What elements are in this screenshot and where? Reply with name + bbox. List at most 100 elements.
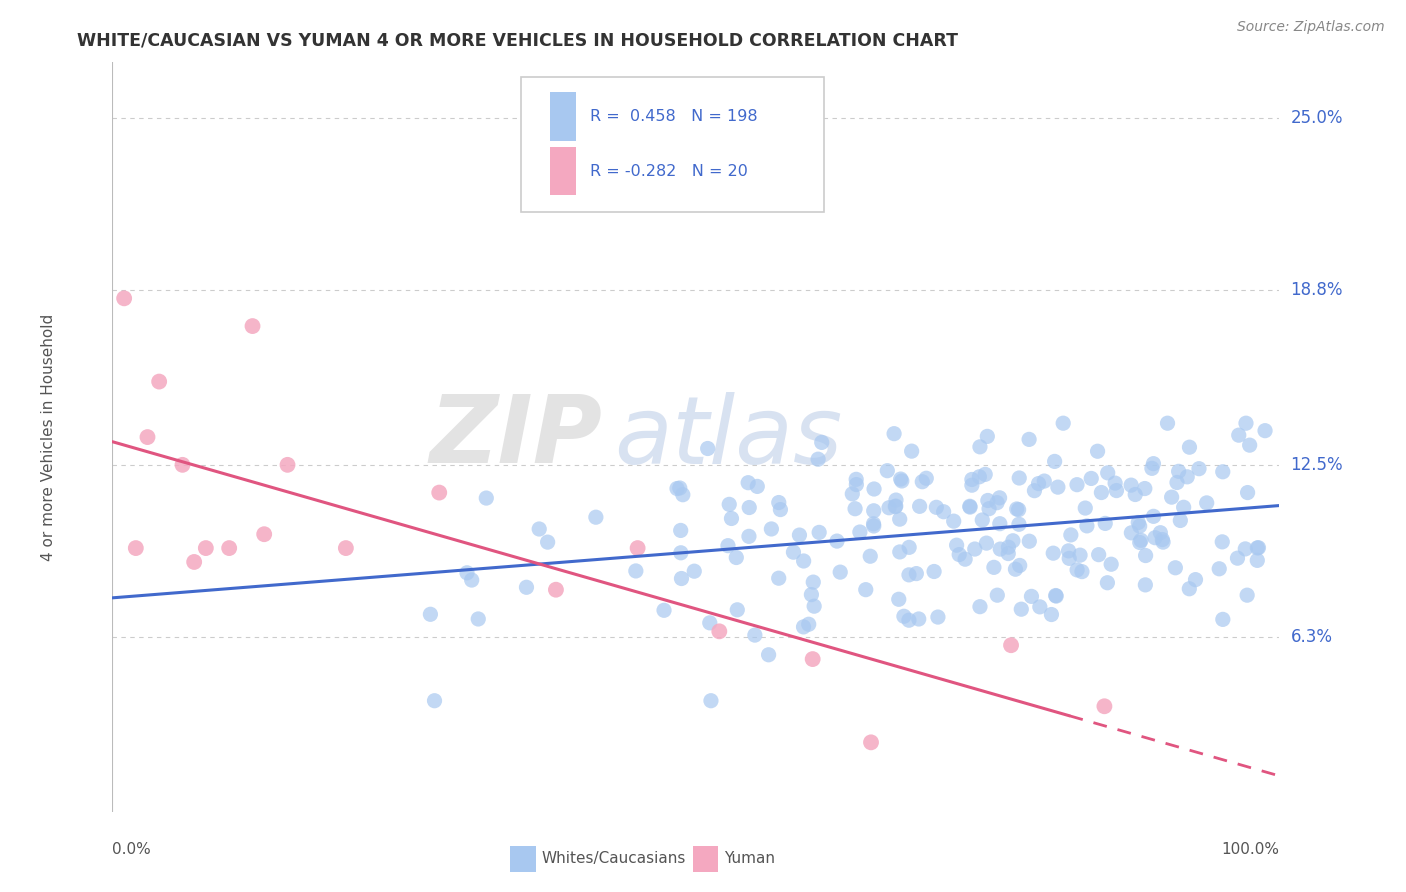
FancyBboxPatch shape bbox=[550, 147, 576, 195]
Point bbox=[884, 500, 907, 514]
Point bbox=[1000, 638, 1022, 652]
Point bbox=[782, 545, 804, 559]
Point bbox=[738, 529, 761, 543]
Point bbox=[1087, 444, 1109, 458]
Point bbox=[1042, 546, 1064, 560]
Text: R = -0.282   N = 20: R = -0.282 N = 20 bbox=[589, 163, 748, 178]
Point bbox=[758, 648, 780, 662]
Point bbox=[544, 582, 567, 597]
Point bbox=[825, 534, 848, 549]
Point bbox=[801, 652, 824, 666]
Point bbox=[807, 452, 830, 467]
Point bbox=[1008, 471, 1031, 485]
Point bbox=[841, 487, 863, 501]
Point bbox=[276, 458, 298, 472]
Point bbox=[768, 571, 790, 585]
Point bbox=[997, 547, 1019, 561]
Point bbox=[1005, 502, 1028, 516]
Point bbox=[1208, 562, 1230, 576]
Point bbox=[1007, 502, 1029, 516]
Point bbox=[652, 603, 675, 617]
Point bbox=[883, 426, 905, 441]
Point bbox=[1028, 476, 1050, 491]
Point bbox=[515, 580, 537, 594]
Point bbox=[1246, 553, 1268, 567]
Point bbox=[1152, 533, 1174, 547]
Point bbox=[725, 603, 748, 617]
Point bbox=[897, 567, 920, 582]
Point bbox=[427, 485, 450, 500]
Point bbox=[1195, 496, 1218, 510]
Point bbox=[844, 501, 866, 516]
Point bbox=[1008, 558, 1031, 573]
Point bbox=[932, 505, 955, 519]
Point bbox=[986, 588, 1008, 602]
Point bbox=[1135, 578, 1157, 592]
Point bbox=[744, 628, 766, 642]
Point bbox=[810, 435, 832, 450]
Point bbox=[1149, 525, 1171, 540]
Point bbox=[1087, 548, 1109, 562]
Point bbox=[862, 504, 884, 518]
Point bbox=[986, 496, 1008, 510]
Point bbox=[808, 525, 831, 540]
Point bbox=[183, 555, 205, 569]
Point bbox=[1254, 424, 1277, 438]
Text: ZIP: ZIP bbox=[430, 391, 603, 483]
Text: 0.0%: 0.0% bbox=[112, 842, 152, 857]
Point bbox=[959, 500, 981, 514]
Point bbox=[460, 573, 482, 587]
Point bbox=[911, 475, 934, 489]
Point bbox=[1076, 519, 1098, 533]
Point bbox=[897, 613, 920, 627]
Point bbox=[983, 560, 1005, 574]
Point bbox=[908, 500, 931, 514]
Point bbox=[969, 440, 991, 454]
Point bbox=[988, 491, 1011, 505]
Point bbox=[1024, 483, 1046, 498]
Point bbox=[537, 535, 560, 549]
Point bbox=[997, 540, 1019, 554]
Point bbox=[1178, 582, 1201, 596]
Point bbox=[1119, 478, 1142, 492]
Point bbox=[624, 564, 647, 578]
Point bbox=[1178, 440, 1201, 454]
Point bbox=[969, 470, 991, 484]
Point bbox=[194, 541, 217, 555]
Text: 6.3%: 6.3% bbox=[1291, 628, 1333, 646]
Point bbox=[960, 473, 983, 487]
Point bbox=[1212, 612, 1234, 626]
Point bbox=[792, 620, 814, 634]
Point bbox=[1239, 438, 1261, 452]
Point bbox=[942, 514, 965, 528]
Point bbox=[666, 482, 689, 496]
Point bbox=[1152, 535, 1174, 549]
Point bbox=[969, 599, 991, 614]
Point bbox=[960, 478, 983, 492]
Point bbox=[877, 500, 900, 515]
Point bbox=[803, 599, 825, 614]
Point bbox=[898, 541, 921, 555]
Point bbox=[859, 549, 882, 564]
Text: 18.8%: 18.8% bbox=[1291, 281, 1343, 299]
Point bbox=[1069, 548, 1091, 562]
Text: 4 or more Vehicles in Household: 4 or more Vehicles in Household bbox=[41, 313, 56, 561]
Point bbox=[988, 516, 1011, 531]
Point bbox=[1033, 474, 1056, 488]
Point bbox=[335, 541, 357, 555]
Point bbox=[1129, 519, 1152, 533]
Point bbox=[884, 493, 907, 508]
Point bbox=[529, 522, 551, 536]
Point bbox=[1045, 589, 1067, 603]
Point bbox=[925, 500, 948, 515]
Point bbox=[889, 545, 911, 559]
Point bbox=[1142, 509, 1164, 524]
Point bbox=[963, 542, 986, 557]
Point bbox=[1018, 433, 1040, 447]
Point bbox=[876, 464, 898, 478]
Point bbox=[1018, 534, 1040, 549]
Point bbox=[976, 429, 998, 443]
Point bbox=[1135, 549, 1157, 563]
Point bbox=[1104, 476, 1126, 491]
Point bbox=[1226, 551, 1249, 566]
